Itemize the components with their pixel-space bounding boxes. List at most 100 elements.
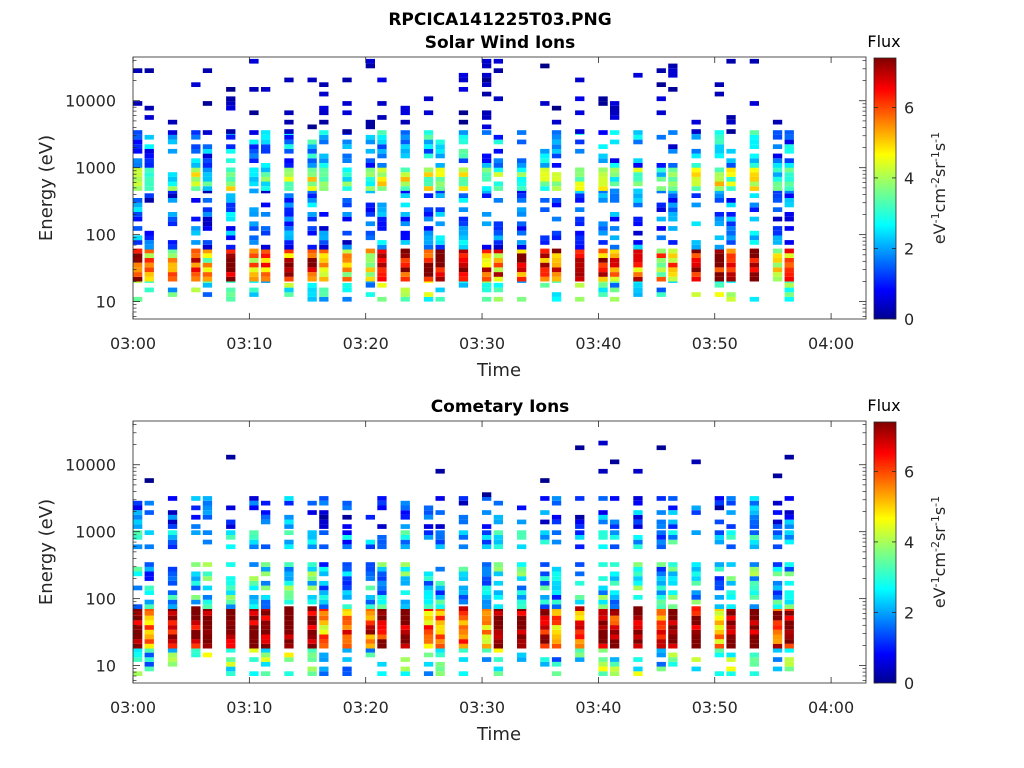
spectrogram-cell — [400, 590, 410, 595]
spectrogram-cell — [772, 235, 783, 241]
spectrogram-cell — [749, 510, 759, 515]
spectrogram-cell — [144, 244, 154, 250]
spectrogram-cell — [144, 68, 154, 73]
spectrogram-cell — [784, 629, 794, 635]
spectrogram-cell — [482, 634, 492, 640]
spectrogram-cell — [400, 105, 410, 111]
spectrogram-cell — [365, 221, 375, 227]
spectrogram-cell — [133, 226, 143, 231]
spectrogram-cell — [249, 500, 259, 506]
spectrogram-cell — [551, 176, 562, 182]
spectrogram-cell — [540, 620, 550, 626]
spectrogram-cell — [144, 193, 154, 198]
spectrogram-cell — [435, 296, 445, 302]
spectrogram-cell — [784, 599, 794, 605]
spectrogram-cell — [133, 276, 143, 282]
spectrogram-cell — [284, 599, 294, 605]
spectrogram-cell — [540, 580, 550, 586]
spectrogram-cell — [551, 615, 562, 621]
spectrogram-cell — [517, 258, 527, 263]
spectrogram-cell — [284, 571, 294, 577]
spectrogram-cell — [423, 244, 434, 250]
spectrogram-cell — [540, 63, 550, 69]
spectrogram-cell — [284, 207, 294, 212]
spectrogram-cell — [377, 595, 387, 600]
spectrogram-cell — [319, 230, 329, 236]
spectrogram-cell — [400, 535, 410, 540]
spectrogram-cell — [540, 148, 550, 154]
spectrogram-cell — [493, 282, 503, 288]
spectrogram-cell — [133, 130, 143, 135]
panel-solar-wind-ions: Solar Wind Ions 03:00 03:10 03:20 03:30 03:4… — [36, 32, 949, 381]
spectrogram-cell — [633, 176, 643, 182]
spectrogram-cell — [133, 163, 143, 168]
spectrogram-cell — [133, 134, 143, 140]
spectrogram-cell — [284, 276, 294, 282]
spectrogram-cell — [656, 272, 666, 277]
spectrogram-cell — [610, 110, 620, 116]
spectrogram-cell — [482, 604, 492, 609]
spectrogram-cell — [668, 68, 678, 73]
spectrogram-cell — [714, 496, 724, 501]
spectrogram-cell — [226, 167, 236, 173]
spectrogram-cell — [249, 657, 259, 662]
spectrogram-cell — [133, 535, 143, 540]
spectrogram-cell — [575, 77, 585, 83]
spectrogram-cell — [540, 530, 550, 535]
spectrogram-cell — [202, 198, 213, 203]
spectrogram-cell — [202, 611, 213, 616]
spectrogram-cell — [342, 611, 352, 616]
spectrogram-cell — [342, 615, 352, 621]
spectrogram-cell — [482, 580, 492, 586]
spectrogram-cell — [714, 292, 724, 297]
spectrogram-cell — [598, 158, 608, 163]
spectrogram-cell — [517, 634, 527, 640]
spectrogram-cell — [633, 272, 643, 277]
spectrogram-cell — [726, 666, 736, 672]
spectrogram-cell — [400, 181, 410, 187]
spectrogram-cell — [377, 167, 387, 173]
spectrogram-cell — [191, 176, 201, 182]
spectrogram-cell — [691, 181, 701, 187]
spectrogram-cell — [493, 134, 503, 140]
colorbar-tick-label: 2 — [904, 239, 914, 258]
spectrogram-cell — [377, 590, 387, 595]
spectrogram-cell — [342, 514, 352, 520]
spectrogram-cell — [691, 459, 701, 465]
colorbar-unit-label: eV-1cm-2sr-1s-1 — [929, 132, 949, 244]
spectrogram-cell — [342, 647, 352, 653]
spectrogram-cell — [517, 576, 527, 581]
spectrogram-cell — [726, 115, 736, 120]
spectrogram-cell — [482, 287, 492, 293]
spectrogram-cell — [249, 262, 259, 268]
spectrogram-cell — [319, 625, 329, 630]
spectrogram-cell — [226, 576, 236, 581]
spectrogram-cell — [423, 276, 434, 282]
spectrogram-cell — [342, 580, 352, 586]
spectrogram-cell — [284, 267, 294, 273]
spectrogram-cell — [377, 153, 387, 159]
spectrogram-cell — [319, 571, 329, 577]
spectrogram-cell — [726, 671, 736, 676]
spectrogram-cell — [482, 595, 492, 600]
spectrogram-cell — [749, 634, 759, 640]
spectrogram-cell — [319, 620, 329, 626]
spectrogram-cell — [598, 519, 608, 525]
spectrogram-cell — [377, 524, 387, 529]
spectrogram-cell — [575, 562, 585, 567]
spectrogram-cell — [784, 514, 794, 520]
spectrogram-cell — [575, 96, 585, 102]
spectrogram-cell — [493, 272, 503, 277]
spectrogram-cell — [633, 585, 643, 591]
spectrogram-cell — [144, 172, 154, 177]
spectrogram-cell — [575, 216, 585, 222]
spectrogram-cell — [167, 193, 178, 198]
spectrogram-cell — [144, 258, 154, 263]
spectrogram-cell — [226, 287, 236, 293]
spectrogram-cell — [307, 153, 317, 159]
spectrogram-cell — [342, 198, 352, 203]
spectrogram-cell — [133, 634, 143, 640]
spectrogram-cell — [249, 181, 259, 187]
spectrogram-cell — [319, 496, 329, 501]
